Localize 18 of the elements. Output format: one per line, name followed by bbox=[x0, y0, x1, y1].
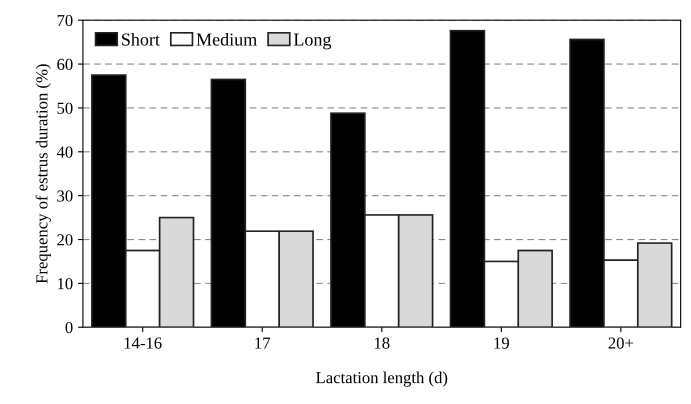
x-tick-label: 20+ bbox=[608, 337, 634, 349]
y-tick-label: 10 bbox=[58, 278, 73, 290]
y-tick-label: 40 bbox=[56, 146, 73, 158]
x-tick-label: 17 bbox=[255, 338, 270, 349]
x-tick-label: 14-16 bbox=[124, 337, 162, 349]
y-tick-label: 30 bbox=[57, 190, 73, 202]
legend-label: Long bbox=[294, 34, 332, 50]
y-tick-label: 0 bbox=[66, 322, 73, 334]
x-tick-label: 19 bbox=[494, 337, 509, 349]
legend-label: Medium bbox=[196, 32, 257, 46]
y-tick-label: 20 bbox=[57, 234, 73, 246]
y-tick-label: 60 bbox=[57, 58, 73, 70]
legend-label: Short bbox=[122, 32, 160, 46]
y-tick-label: 70 bbox=[58, 14, 73, 26]
x-tick-label: 18 bbox=[374, 337, 390, 349]
x-axis-title: Lactation length (d) bbox=[316, 372, 448, 387]
y-tick-label: 50 bbox=[58, 102, 73, 114]
y-axis-title: Frequency of estrus duration (%) bbox=[36, 64, 51, 284]
